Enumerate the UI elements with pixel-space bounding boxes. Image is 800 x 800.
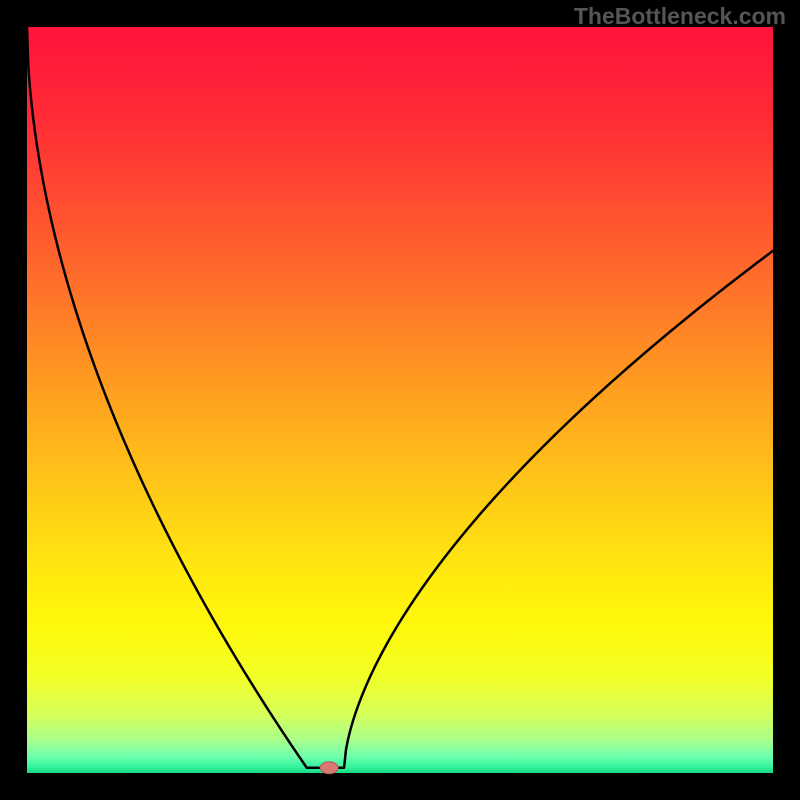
bottleneck-chart <box>0 0 800 800</box>
watermark-text: TheBottleneck.com <box>574 3 786 30</box>
plot-area <box>27 27 773 773</box>
optimal-point-marker <box>320 762 338 774</box>
